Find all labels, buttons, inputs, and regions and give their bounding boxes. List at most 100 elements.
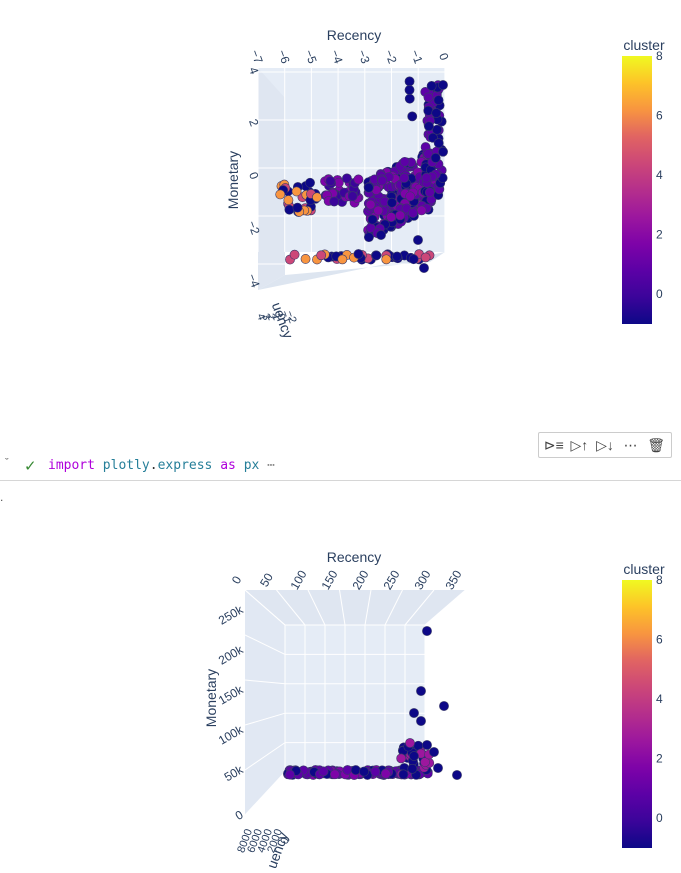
z-tick-label: −2	[283, 309, 299, 325]
data-point	[416, 716, 426, 726]
colorbar-gradient	[622, 580, 652, 848]
code-token: plotly	[102, 458, 150, 473]
data-point	[291, 186, 302, 197]
execute-above-button[interactable]: ⊳≡	[542, 434, 566, 456]
z-tick-label: 2	[264, 312, 277, 322]
grid-line	[244, 679, 286, 685]
data-point	[329, 196, 340, 207]
data-point	[284, 769, 295, 780]
data-point	[373, 205, 384, 216]
data-point	[413, 235, 423, 245]
y-tick-label: 250k	[216, 602, 246, 628]
scatter3d-plot-standardized[interactable]: Recency −7 −6 −5 −4 −3 −2 −1 0 Monetary 4 2 0 −2 −4 4 3 2…	[0, 0, 681, 380]
data-point	[305, 177, 315, 188]
y-tick-label: 0	[246, 170, 262, 181]
x-tick-label: 250	[380, 568, 402, 593]
colorbar-tick-label: 2	[656, 752, 663, 766]
collapse-chevron-icon[interactable]: ˇ	[5, 457, 9, 469]
z-tick-label: −1	[278, 309, 294, 325]
data-point	[353, 174, 364, 185]
data-point	[429, 747, 439, 757]
z-tick-label: 0	[274, 312, 287, 322]
y-axis-title: Monetary	[203, 669, 219, 727]
data-point	[433, 95, 444, 106]
data-point	[363, 232, 374, 243]
grid-line	[244, 634, 286, 655]
x-tick-label: −3	[355, 48, 373, 66]
data-point	[405, 738, 415, 748]
data-point	[438, 80, 448, 90]
data-point	[423, 92, 434, 103]
data-point	[407, 763, 418, 774]
x-tick-label: 200	[349, 568, 371, 593]
data-point	[363, 182, 374, 193]
execute-above-icon: ⊳≡	[543, 436, 564, 453]
run-above-button[interactable]: ▷↑	[567, 434, 591, 456]
code-text[interactable]: import plotly.express as px ⋯	[48, 458, 275, 473]
data-point	[300, 254, 311, 264]
grid-line	[244, 589, 286, 626]
data-point	[419, 263, 429, 273]
z-tick-label: 1	[269, 312, 282, 322]
plot1-axis-labels: Recency−7 −6 −5 −4 −3 −2 −1 0Monetary420−2−4432…	[225, 27, 452, 341]
plot2-scene[interactable]	[244, 589, 466, 816]
data-point	[392, 251, 402, 262]
data-point	[407, 111, 418, 122]
x-tick-label: 0	[229, 573, 245, 586]
x-tick-label: 300	[411, 568, 433, 593]
colorbar-tick-label: 4	[656, 168, 663, 182]
y-tick-label: −4	[245, 272, 263, 290]
delete-cell-button[interactable]: 🗑	[644, 434, 668, 456]
grid-line	[384, 589, 403, 626]
data-point	[422, 626, 432, 636]
cell-code-line[interactable]: ˇ ✓ import plotly.express as px ⋯	[0, 454, 681, 481]
data-point	[432, 124, 442, 135]
x-axis-title: Recency	[327, 27, 381, 43]
data-point	[431, 108, 442, 118]
more-actions-button[interactable]: ⋯	[619, 434, 643, 456]
notebook-cell[interactable]: ⊳≡ ▷↑ ▷↓ ⋯ 🗑 ˇ ✓ import plotly.express as px…	[0, 430, 681, 530]
scatter3d-plot-raw[interactable]: Recency 0 50 100 150 200 250 300 350 Monetary 250k…	[0, 530, 681, 871]
data-point	[350, 765, 361, 775]
data-point	[329, 769, 340, 780]
data-point	[399, 156, 410, 167]
left-wall	[245, 590, 285, 815]
data-point	[370, 766, 381, 777]
data-point	[380, 768, 391, 779]
run-below-button[interactable]: ▷↓	[593, 434, 617, 456]
left-wall	[258, 68, 285, 290]
colorbar-tick-label: 0	[656, 811, 663, 825]
top-wall	[245, 590, 465, 625]
grid-line	[404, 589, 435, 626]
colorbar-title: cluster	[623, 561, 665, 577]
data-point	[312, 192, 322, 203]
data-point	[398, 769, 409, 780]
data-point	[376, 230, 386, 240]
data-point	[433, 763, 443, 773]
code-token	[95, 458, 103, 473]
data-point	[318, 766, 329, 777]
data-point	[439, 701, 449, 711]
data-point	[292, 202, 303, 213]
data-point	[396, 753, 407, 764]
x-tick-label: 0	[436, 51, 452, 62]
more-actions-icon: ⋯	[623, 436, 638, 453]
x-tick-label: −2	[382, 48, 400, 66]
data-point	[424, 187, 435, 198]
x-tick-label: 150	[318, 568, 340, 593]
y-tick-label: 4	[246, 65, 262, 76]
data-point	[337, 254, 348, 265]
colorbar-tick-label: 8	[656, 49, 663, 63]
colorbar-tick-label: 8	[656, 573, 663, 587]
plot1-svg[interactable]: Recency−7 −6 −5 −4 −3 −2 −1 0Monetary420−2−4432…	[0, 0, 681, 380]
y-tick-label: 150k	[216, 682, 246, 708]
y-tick-label: 0	[233, 807, 246, 823]
colorbar-gradient	[622, 56, 652, 324]
colorbar-tick-label: 2	[656, 228, 663, 242]
data-point	[404, 85, 415, 95]
data-point	[433, 138, 444, 149]
data-point	[399, 172, 410, 183]
data-point	[416, 686, 426, 696]
